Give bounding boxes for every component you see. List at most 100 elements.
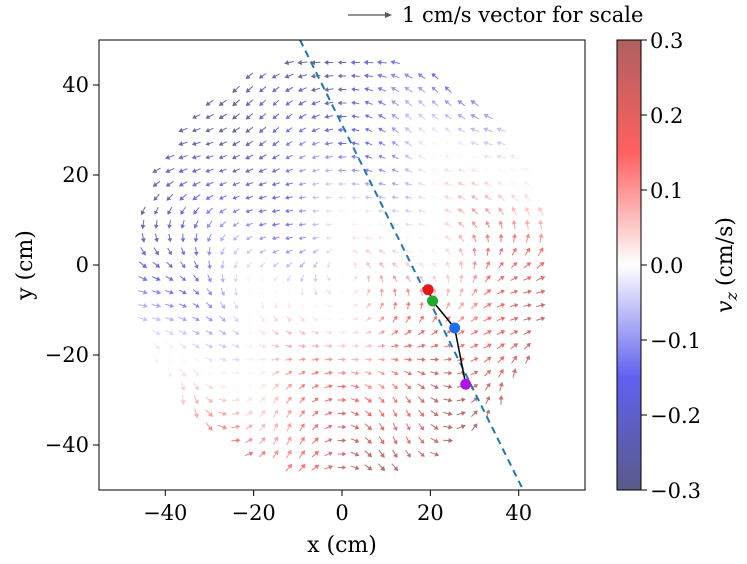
field-arrow — [350, 397, 360, 403]
field-arrow — [406, 301, 411, 310]
field-arrow — [193, 247, 199, 256]
field-arrow — [140, 219, 146, 230]
field-arrow — [233, 301, 239, 310]
field-arrow — [311, 168, 320, 173]
field-arrow — [298, 370, 306, 375]
field-arrow — [446, 302, 451, 310]
field-arrow — [430, 437, 439, 443]
field-arrow — [444, 343, 452, 348]
field-arrow — [483, 168, 493, 173]
field-arrow — [378, 463, 386, 472]
field-arrow — [430, 168, 440, 173]
field-arrow — [538, 206, 544, 216]
field-arrow — [285, 463, 293, 472]
field-arrow — [220, 274, 226, 283]
field-arrow — [300, 274, 305, 283]
field-arrow — [244, 357, 254, 362]
field-arrow — [206, 288, 212, 296]
field-arrow — [180, 233, 186, 243]
field-arrow — [458, 221, 465, 228]
field-arrow — [231, 438, 241, 443]
x-axis-ticks: −40 −20 0 20 40 — [143, 490, 532, 525]
field-arrow — [259, 437, 266, 445]
field-arrow — [205, 168, 214, 173]
y-axis-ticks: 40 20 0 −20 −40 — [45, 73, 99, 457]
field-arrow — [258, 396, 266, 404]
field-arrow — [258, 357, 267, 362]
field-arrow — [220, 287, 226, 297]
field-arrow — [324, 100, 334, 106]
field-arrow — [378, 316, 385, 322]
field-arrow — [260, 288, 265, 296]
field-arrow — [392, 288, 398, 296]
field-arrow — [404, 370, 413, 376]
field-arrow — [509, 316, 519, 322]
field-arrow — [496, 181, 506, 187]
field-arrow — [179, 275, 187, 281]
field-arrow — [312, 249, 319, 254]
field-arrow — [258, 370, 267, 376]
field-arrow — [510, 181, 519, 188]
field-arrow — [272, 450, 279, 459]
field-arrow — [353, 261, 358, 269]
field-arrow — [297, 73, 308, 79]
field-arrow — [391, 195, 399, 200]
field-arrow — [470, 370, 479, 376]
field-arrow — [365, 302, 371, 309]
field-arrow — [404, 113, 413, 120]
field-arrow — [351, 181, 360, 187]
field-arrow — [365, 330, 372, 335]
field-arrow — [286, 409, 292, 418]
field-arrow — [430, 397, 439, 403]
field-arrow — [258, 343, 267, 349]
field-arrow — [231, 343, 241, 349]
field-arrow — [378, 127, 386, 133]
field-arrow — [246, 287, 252, 296]
field-arrow — [404, 181, 413, 186]
field-arrow — [432, 315, 437, 323]
field-arrow — [324, 357, 333, 362]
field-arrow — [232, 315, 239, 323]
field-arrow — [273, 315, 278, 322]
field-arrow — [430, 384, 439, 389]
field-arrow — [509, 330, 519, 335]
field-arrow — [404, 73, 413, 79]
field-arrow — [417, 181, 426, 187]
field-arrow — [324, 424, 333, 429]
field-arrow — [351, 87, 360, 92]
field-arrow — [165, 289, 174, 295]
field-arrow — [364, 154, 373, 159]
field-arrow — [231, 397, 240, 403]
field-arrow — [271, 181, 280, 187]
colorbar-tick-label: 0.3 — [650, 29, 683, 53]
field-arrow — [363, 59, 374, 65]
field-arrow — [496, 289, 505, 295]
field-arrow — [245, 181, 254, 187]
field-arrow — [444, 208, 453, 214]
field-arrow — [218, 411, 228, 416]
field-arrow — [363, 73, 374, 79]
field-arrow — [140, 247, 146, 256]
field-arrow — [180, 395, 186, 405]
y-axis-label: y (cm) — [13, 230, 38, 301]
field-arrow — [457, 141, 466, 146]
field-arrow — [444, 114, 452, 120]
field-arrow — [245, 154, 254, 160]
field-arrow — [167, 233, 172, 243]
field-arrow — [207, 274, 212, 283]
field-arrow — [405, 315, 411, 323]
field-arrow — [458, 302, 464, 310]
field-arrow — [417, 450, 425, 457]
field-arrow — [377, 100, 386, 106]
field-arrow — [285, 127, 293, 133]
field-arrow — [457, 343, 465, 348]
field-arrow — [313, 274, 318, 283]
field-arrow — [339, 276, 345, 281]
field-arrow — [483, 140, 493, 146]
field-arrow — [457, 154, 466, 159]
field-arrow — [470, 168, 479, 173]
field-arrow — [458, 260, 464, 270]
field-arrow — [298, 384, 306, 390]
field-arrow — [192, 127, 201, 133]
field-arrow — [219, 168, 227, 173]
